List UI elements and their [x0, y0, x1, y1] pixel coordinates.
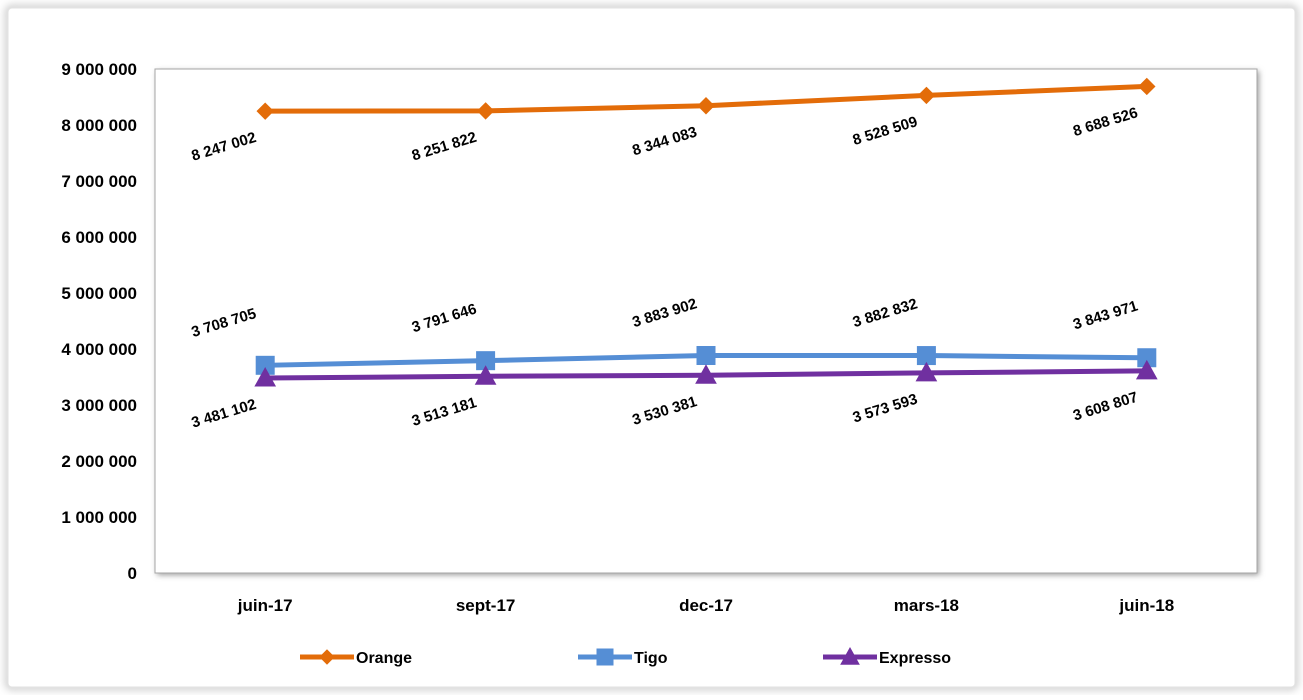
data-point-expresso	[1135, 359, 1158, 380]
data-point-expresso	[915, 361, 938, 382]
legend-item-orange: Orange	[300, 649, 412, 667]
series-tigo	[255, 346, 1157, 375]
data-point-orange	[697, 97, 715, 115]
y-tick-label: 1 000 000	[61, 508, 137, 527]
y-tick-label: 9 000 000	[61, 60, 137, 79]
y-tick-label: 4 000 000	[61, 340, 137, 359]
y-tick-label: 3 000 000	[61, 396, 137, 415]
y-tick-label: 5 000 000	[61, 284, 137, 303]
y-axis: 0 1 000 000 2 000 000 3 000 000 4 000 000 5 0…	[61, 60, 137, 583]
data-point-expresso	[254, 367, 277, 387]
legend-marker	[319, 649, 335, 665]
series-orange	[256, 77, 1156, 120]
x-axis: juin-17 sept-17 dec-17 mars-18 juin-18	[237, 596, 1174, 615]
series-expresso	[254, 359, 1158, 387]
data-point-expresso	[695, 364, 717, 384]
legend-marker	[840, 646, 860, 665]
legend-item-tigo: Tigo	[578, 648, 668, 667]
x-tick-label: mars-18	[894, 596, 959, 615]
legend: Orange Tigo Expresso	[300, 646, 951, 667]
legend-label: Expresso	[879, 650, 951, 667]
y-tick-label: 0	[128, 564, 137, 583]
x-tick-label: juin-18	[1118, 596, 1174, 615]
data-point-tigo	[696, 346, 716, 366]
data-point-orange	[917, 86, 936, 105]
x-tick-label: sept-17	[456, 596, 516, 615]
legend-marker	[596, 648, 614, 666]
data-point-orange	[1138, 77, 1156, 96]
data-point-orange	[256, 102, 274, 120]
series-layer	[254, 77, 1158, 387]
plot-area	[154, 68, 1258, 574]
y-tick-label: 2 000 000	[61, 452, 137, 471]
data-point-orange	[476, 102, 495, 120]
legend-label: Orange	[356, 650, 412, 667]
legend-label: Tigo	[634, 650, 668, 667]
y-tick-label: 6 000 000	[61, 228, 137, 247]
legend-item-expresso: Expresso	[823, 646, 951, 667]
data-point-expresso	[474, 365, 497, 385]
x-tick-label: juin-17	[237, 596, 293, 615]
y-tick-label: 7 000 000	[61, 172, 137, 191]
y-tick-label: 8 000 000	[61, 116, 137, 135]
x-tick-label: dec-17	[679, 596, 733, 615]
